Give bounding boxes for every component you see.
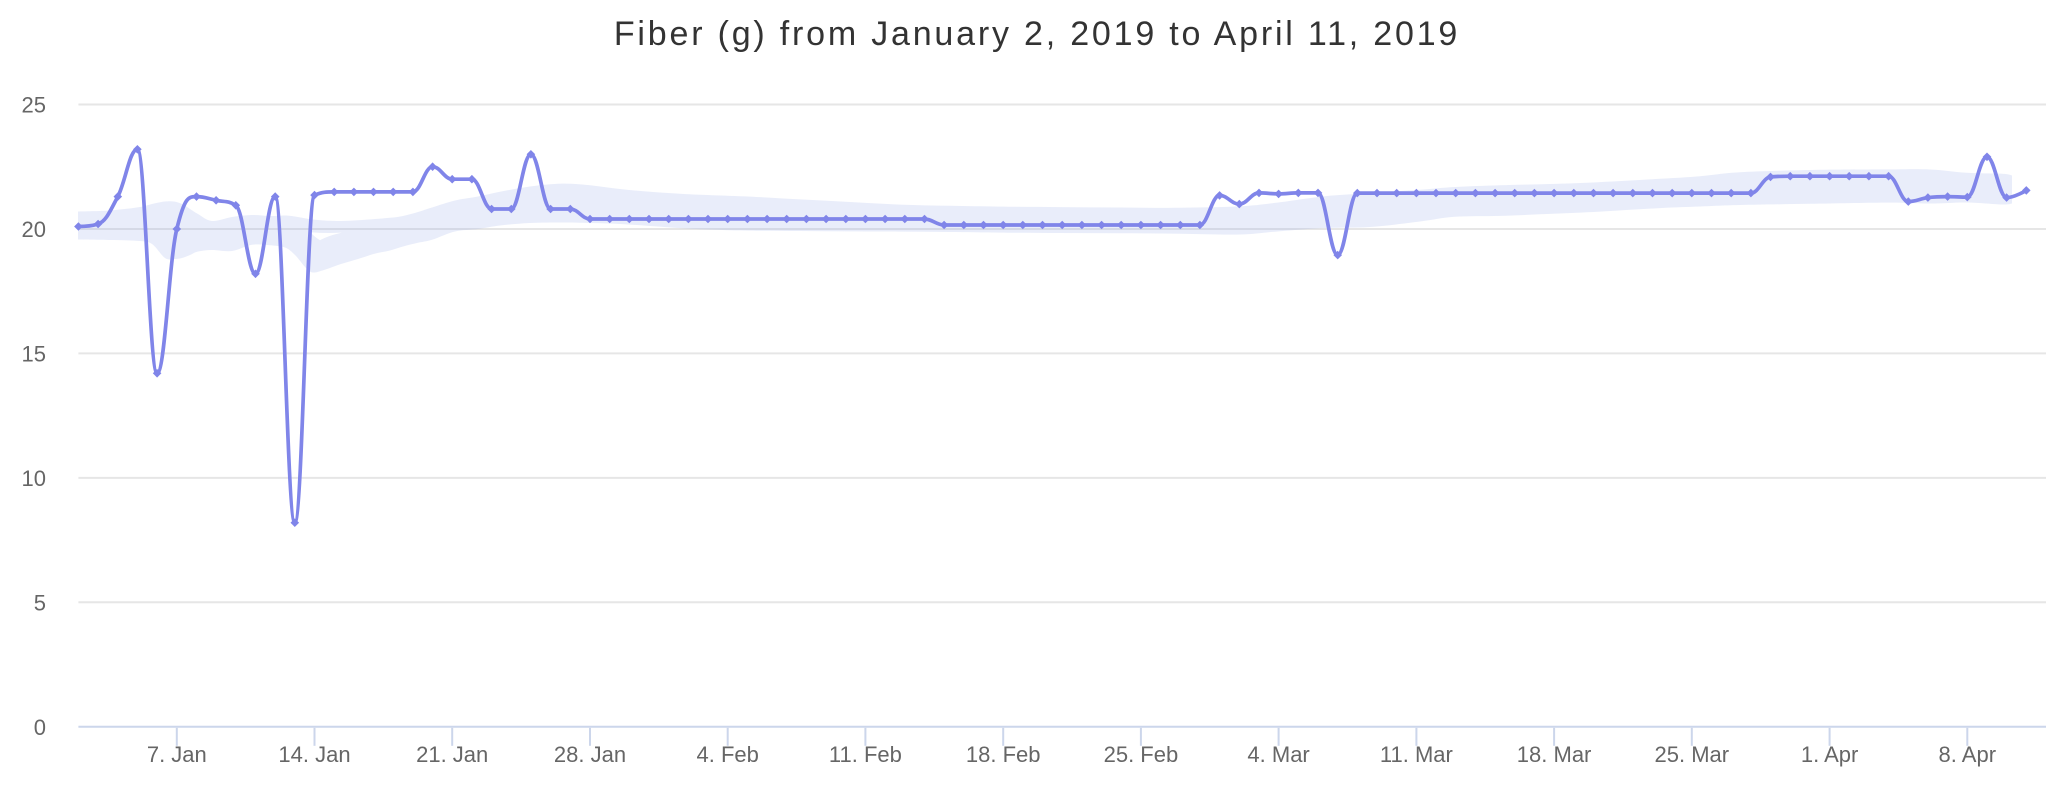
svg-text:21. Jan: 21. Jan xyxy=(416,742,488,767)
svg-text:28. Jan: 28. Jan xyxy=(554,742,626,767)
svg-text:1. Apr: 1. Apr xyxy=(1801,742,1858,767)
svg-text:25: 25 xyxy=(22,93,46,118)
svg-text:10: 10 xyxy=(22,466,46,491)
svg-text:8. Apr: 8. Apr xyxy=(1939,742,1996,767)
svg-text:15: 15 xyxy=(22,341,46,366)
svg-text:25. Feb: 25. Feb xyxy=(1104,742,1179,767)
svg-text:7. Jan: 7. Jan xyxy=(147,742,207,767)
svg-text:18. Feb: 18. Feb xyxy=(966,742,1041,767)
svg-text:0: 0 xyxy=(34,715,46,740)
svg-text:14. Jan: 14. Jan xyxy=(278,742,350,767)
svg-text:18. Mar: 18. Mar xyxy=(1517,742,1592,767)
svg-text:Fiber (g) from January 2, 2019: Fiber (g) from January 2, 2019 to April … xyxy=(614,15,1460,53)
svg-text:4. Feb: 4. Feb xyxy=(697,742,759,767)
svg-text:20: 20 xyxy=(22,217,46,242)
svg-text:25. Mar: 25. Mar xyxy=(1655,742,1730,767)
svg-text:5: 5 xyxy=(34,590,46,615)
svg-text:4. Mar: 4. Mar xyxy=(1247,742,1309,767)
svg-text:11. Feb: 11. Feb xyxy=(829,742,902,767)
svg-text:11. Mar: 11. Mar xyxy=(1380,742,1453,767)
